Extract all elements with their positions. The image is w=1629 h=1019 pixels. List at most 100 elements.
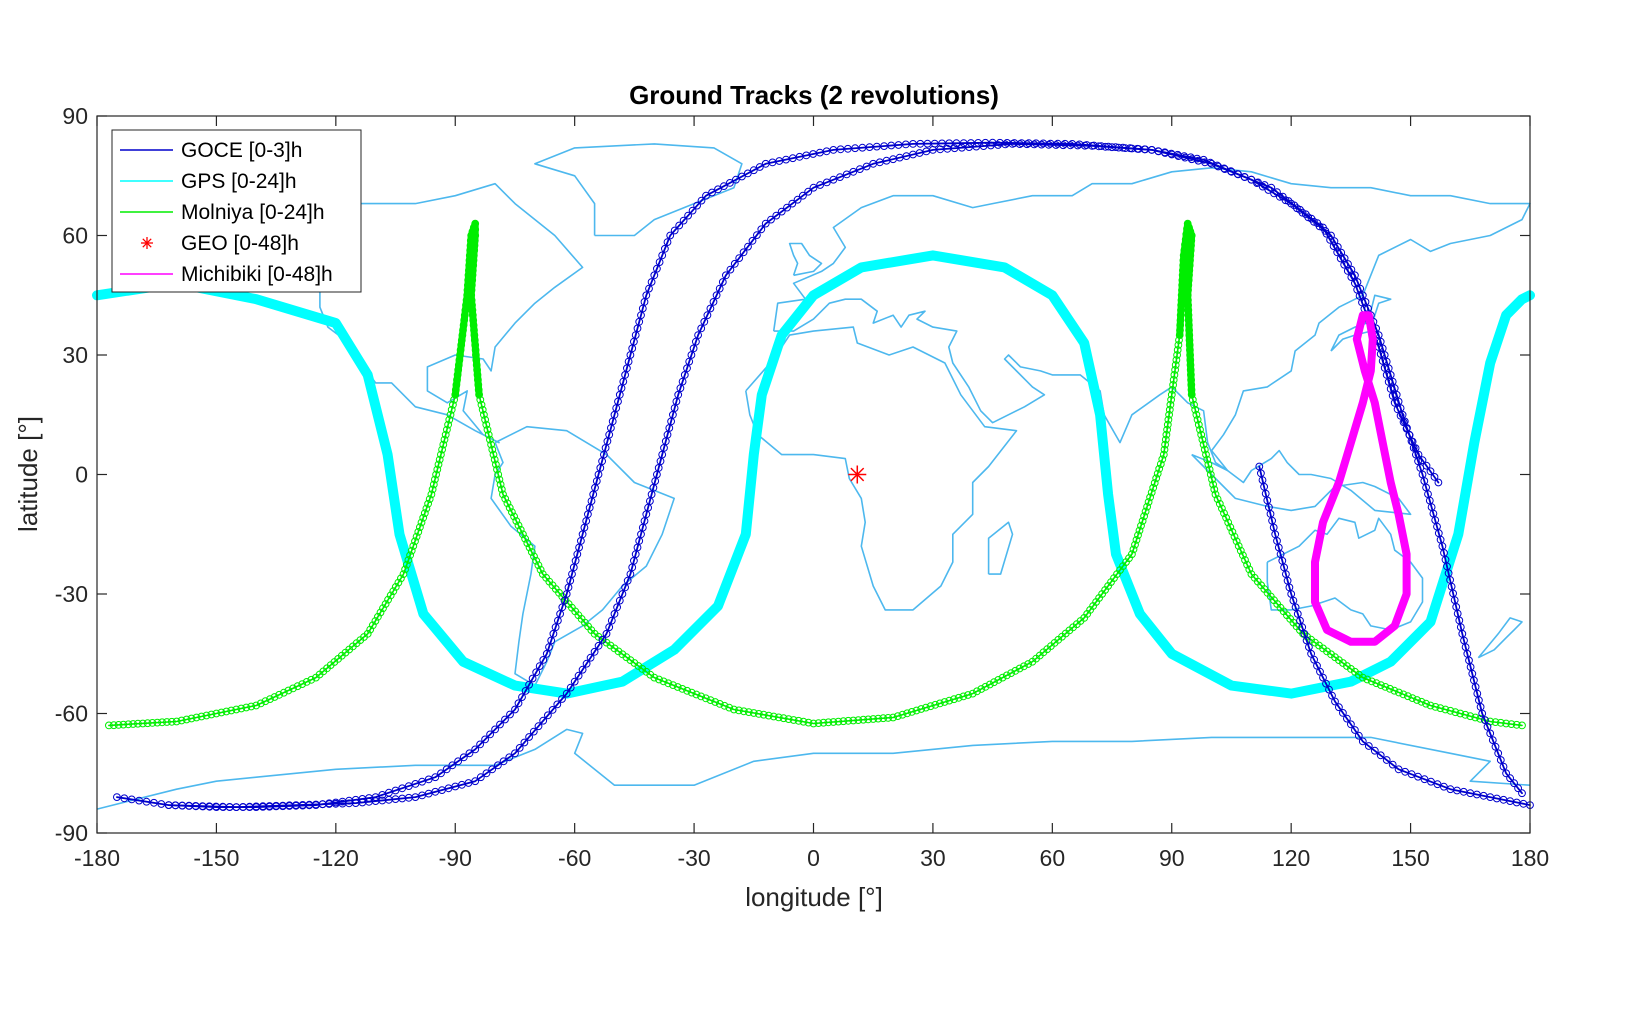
track-marker-molniya [470,326,478,335]
track-marker-molniya [492,460,500,469]
track-marker-molniya [1156,460,1165,469]
track-marker-molniya [153,718,162,727]
track-marker-goce [607,616,616,625]
track-marker-molniya [849,716,858,725]
track-marker-molniya [1466,712,1475,721]
track-marker-goce [1220,164,1228,173]
track-marker-molniya [432,470,441,479]
track-marker-molniya [429,480,438,489]
track-marker-molniya [1135,526,1144,535]
track-marker-molniya [1441,705,1450,714]
track-marker-molniya [879,714,888,723]
y-tick-label: 90 [62,103,88,129]
track-marker-goce [799,191,807,200]
track-marker-molniya [468,276,477,285]
track-marker-molniya [456,351,464,359]
track-marker-molniya [1187,376,1195,384]
track-marker-molniya [874,714,883,723]
track-marker-goce [547,636,556,645]
legend-label-goce: GOCE [0-3]h [181,139,302,162]
track-marker-molniya [468,306,477,315]
track-marker-molniya [499,490,507,499]
track-marker-molniya [454,366,463,374]
track-marker-molniya [1164,415,1173,424]
track-marker-molniya [468,311,477,320]
track-marker-molniya [1220,509,1228,518]
track-marker-molniya [1186,366,1195,374]
track-marker-goce [1343,714,1351,723]
track-marker-molniya [212,709,221,718]
legend-entry-goce: GOCE [0-3]h [120,139,302,162]
track-marker-molniya [720,701,729,710]
track-marker-goce [506,710,514,719]
track-marker-goce [481,735,490,744]
track-marker-molniya [163,718,171,726]
track-marker-molniya [1185,321,1193,330]
track-marker-molniya [487,440,496,449]
track-marker-goce [553,700,562,709]
track-marker-molniya [470,336,479,345]
track-marker-molniya [1386,684,1394,693]
track-marker-goce [1491,742,1500,751]
track-marker-molniya [508,508,516,516]
track-marker-goce [744,242,752,251]
track-marker-goce [1364,742,1373,750]
track-marker-molniya [1203,455,1212,464]
x-tick-label: 120 [1272,845,1310,871]
track-marker-molniya [1241,556,1249,564]
track-marker-goce [693,201,701,210]
track-marker-goce [535,662,544,670]
track-marker-goce [554,616,562,625]
track-marker-molniya [293,682,302,691]
track-marker-goce [804,187,813,196]
track-marker-molniya [1184,316,1193,325]
track-marker-molniya [1174,341,1183,349]
track-marker-molniya [1177,291,1186,300]
track-marker-molniya [471,225,480,234]
track-marker-molniya [261,697,270,706]
track-marker-goce [645,284,653,293]
track-marker-goce [471,745,480,754]
track-marker-molniya [1011,666,1020,675]
track-marker-molniya [138,719,147,728]
track-marker-molniya [182,715,191,724]
track-marker-molniya [247,702,256,711]
track-marker-molniya [898,710,907,719]
track-marker-goce [1496,756,1505,764]
track-marker-molniya [1161,440,1169,449]
track-marker-molniya [466,241,475,250]
track-marker-molniya [1367,677,1376,686]
track-marker-goce [714,185,722,194]
track-marker-goce [515,744,524,752]
track-marker-molniya [1185,341,1194,349]
track-marker-goce [712,291,721,300]
track-marker-molniya [416,523,424,532]
track-marker-goce [1333,243,1342,251]
track-marker-goce [1430,473,1439,481]
track-marker-molniya [148,719,157,727]
series-michibiki [1311,311,1411,646]
track-marker-molniya [945,696,954,705]
track-marker-molniya [1161,435,1170,444]
track-marker-molniya [1178,286,1186,295]
track-marker-molniya [789,716,798,724]
track-marker-goce [1316,667,1324,676]
track-marker-goce [1293,610,1302,618]
track-marker-molniya [114,721,123,729]
track-marker-goce [777,207,786,216]
track-marker-goce [772,211,781,220]
y-axis-label: latitude [°] [13,416,43,532]
track-marker-molniya [1228,528,1237,536]
track-marker-molniya [514,521,523,530]
track-marker-molniya [1208,475,1216,484]
track-marker-molniya [1131,540,1139,549]
track-marker-goce [511,749,519,758]
track-marker-molniya [488,445,497,454]
track-marker-goce [1347,720,1355,729]
track-marker-molniya [464,281,472,290]
track-marker-goce [718,278,727,286]
track-marker-molniya [1163,420,1172,429]
legend-label-michibiki: Michibiki [0-48]h [181,263,333,286]
x-tick-label: 150 [1391,845,1429,871]
x-tick-label: 30 [920,845,946,871]
